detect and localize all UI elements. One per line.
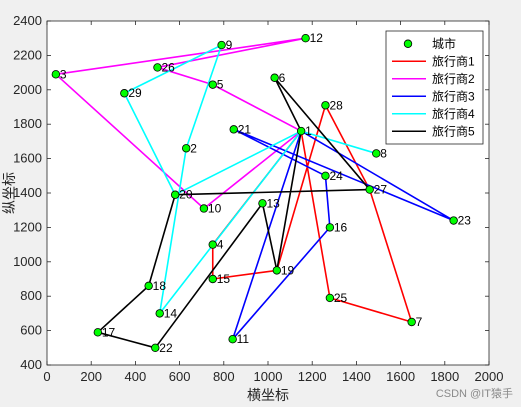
route-line-5 xyxy=(97,76,371,349)
x-axis: 0 200 400 600 800 1000 1200 1400 1600 1800 2000 xyxy=(43,21,503,384)
x-tick-label: 1400 xyxy=(342,369,371,384)
legend-label-2: 旅行商2 xyxy=(432,71,475,86)
city-marker-14 xyxy=(155,309,164,318)
city-label-25: 25 xyxy=(334,291,348,305)
city-marker-9 xyxy=(217,40,226,50)
city-marker-22 xyxy=(151,343,160,352)
watermark: CSDN @IT猿手 xyxy=(435,388,513,400)
city-marker-1 xyxy=(296,126,306,136)
city-label-26: 26 xyxy=(162,60,176,74)
y-tick-label: 1000 xyxy=(13,254,42,269)
city-label-29: 29 xyxy=(128,86,142,100)
city-label-13: 13 xyxy=(266,196,280,210)
city-marker-12 xyxy=(301,34,310,43)
city-label-28: 28 xyxy=(329,98,343,112)
city-label-18: 18 xyxy=(153,279,167,293)
city-marker-11 xyxy=(228,335,237,344)
legend-label-5: 旅行商5 xyxy=(432,123,475,138)
city-marker-13 xyxy=(258,199,267,208)
city-marker-18 xyxy=(144,281,153,291)
y-tick-label: 400 xyxy=(20,357,42,372)
city-marker-26 xyxy=(153,63,162,72)
x-axis-title: 横坐标 xyxy=(247,387,289,403)
cities-layer xyxy=(51,34,458,352)
city-label-9: 9 xyxy=(226,38,233,52)
legend-box xyxy=(385,30,484,145)
y-tick-label: 2000 xyxy=(13,82,42,97)
city-marker-19 xyxy=(272,266,282,275)
x-tick-label: 1600 xyxy=(386,369,415,384)
city-label-15: 15 xyxy=(217,272,231,286)
city-label-22: 22 xyxy=(159,341,173,355)
city-marker-8 xyxy=(372,149,381,158)
x-tick-label: 1200 xyxy=(298,369,327,384)
city-label-17: 17 xyxy=(102,325,116,339)
city-label-8: 8 xyxy=(380,146,387,160)
legend-label-3: 旅行商3 xyxy=(432,88,475,103)
x-tick-label: 200 xyxy=(80,369,102,384)
x-tick-label: 0 xyxy=(43,369,50,384)
city-marker-24 xyxy=(321,171,330,180)
city-marker-10 xyxy=(199,204,209,213)
x-tick-label: 1800 xyxy=(430,369,459,384)
city-marker-4 xyxy=(208,240,217,249)
city-label-27: 27 xyxy=(374,183,388,197)
legend-label-1: 旅行商1 xyxy=(432,53,475,68)
y-axis: 400 600 800 1000 1200 1400 1600 1800 2000 2200 240… xyxy=(13,13,489,372)
city-label-4: 4 xyxy=(217,238,224,252)
city-marker-28 xyxy=(321,101,330,110)
city-label-10: 10 xyxy=(208,201,222,215)
y-tick-label: 2200 xyxy=(13,47,42,62)
city-marker-21 xyxy=(229,125,238,134)
city-label-5: 5 xyxy=(217,78,224,92)
legend-city-marker xyxy=(403,39,413,48)
city-marker-6 xyxy=(270,73,279,82)
city-label-6: 6 xyxy=(279,71,286,85)
city-label-11: 11 xyxy=(237,332,250,346)
city-marker-27 xyxy=(365,185,374,194)
city-label-14: 14 xyxy=(164,306,178,320)
y-tick-label: 1400 xyxy=(13,185,42,200)
city-marker-15 xyxy=(208,274,217,284)
y-tick-label: 1600 xyxy=(13,151,42,166)
city-label-12: 12 xyxy=(310,31,324,45)
x-tick-label: 2000 xyxy=(475,369,504,384)
x-tick-label: 400 xyxy=(125,369,147,384)
city-label-1: 1 xyxy=(305,124,312,138)
city-marker-29 xyxy=(120,89,129,98)
city-label-19: 19 xyxy=(281,263,295,277)
y-tick-label: 1200 xyxy=(13,219,42,234)
legend-label-4: 旅行商4 xyxy=(432,106,475,121)
city-label-3: 3 xyxy=(60,67,67,81)
x-tick-label: 600 xyxy=(169,369,191,384)
y-axis-title: 纵坐标 xyxy=(1,172,17,214)
city-marker-5 xyxy=(208,80,217,89)
x-tick-label: 1000 xyxy=(254,369,283,384)
x-tick-label: 800 xyxy=(213,369,235,384)
city-marker-23 xyxy=(449,216,458,225)
y-tick-label: 2400 xyxy=(13,13,42,28)
city-label-20: 20 xyxy=(179,188,193,202)
city-label-21: 21 xyxy=(238,122,252,136)
y-tick-label: 1800 xyxy=(13,116,42,131)
city-marker-7 xyxy=(407,317,416,327)
city-label-2: 2 xyxy=(190,141,197,155)
city-label-23: 23 xyxy=(458,214,472,228)
y-tick-label: 800 xyxy=(20,288,42,303)
city-marker-17 xyxy=(93,328,103,337)
city-marker-2 xyxy=(182,144,191,153)
city-marker-25 xyxy=(325,293,335,303)
y-tick-label: 600 xyxy=(20,323,42,338)
legend-city-label: 城市 xyxy=(432,36,456,51)
city-label-24: 24 xyxy=(329,169,343,183)
city-marker-3 xyxy=(51,70,61,79)
city-marker-16 xyxy=(325,223,335,232)
city-label-7: 7 xyxy=(416,315,423,329)
city-marker-20 xyxy=(170,190,180,199)
city-label-16: 16 xyxy=(334,220,348,234)
